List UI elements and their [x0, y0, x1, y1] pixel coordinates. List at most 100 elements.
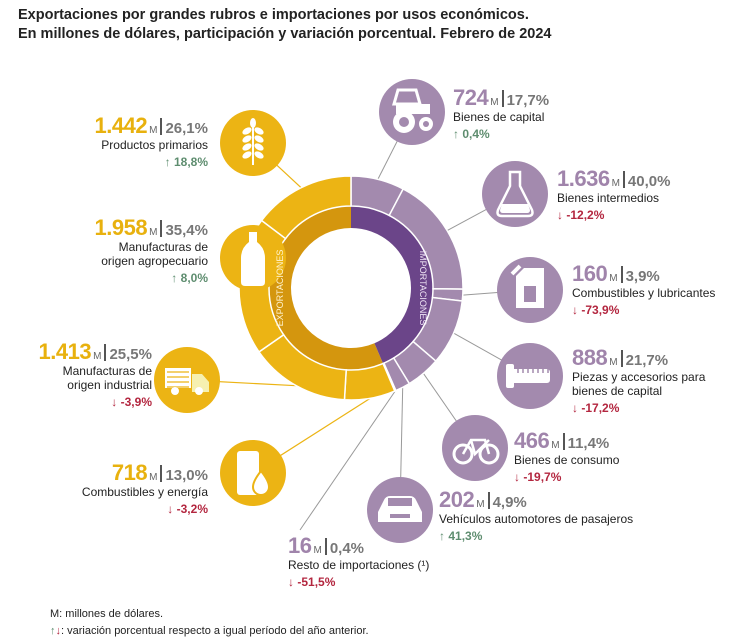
- separator: [487, 492, 490, 509]
- export-bubble: [220, 110, 286, 176]
- arrow-down-icon: ↓: [514, 470, 524, 484]
- arrow-up-icon: ↑: [164, 155, 174, 169]
- arrow-down-icon: ↓: [572, 303, 582, 317]
- change-row: ↑ 8,0%: [95, 271, 208, 285]
- value: 16: [288, 533, 312, 558]
- value-row: 888 M 21,7%: [572, 347, 705, 370]
- unit-label: M: [611, 178, 620, 189]
- change-row: ↓ -17,2%: [572, 401, 705, 415]
- change-percent: -51,5%: [297, 575, 336, 589]
- category-name: Vehículos automotores de pasajeros: [439, 512, 634, 526]
- share-percent: 26,1%: [165, 120, 208, 137]
- category-name: Manufacturas de origen industrial: [62, 364, 152, 392]
- exports-ring-label: EXPORTACIONES: [275, 250, 285, 327]
- unit-label: M: [490, 97, 499, 108]
- value-row: 1.413 M 25,5%: [39, 341, 152, 364]
- exports-inner-ring: [268, 206, 384, 370]
- title-line-1: Exportaciones por grandes rubros e impor…: [18, 7, 529, 23]
- value: 1.636: [557, 166, 610, 191]
- arrow-down-icon: ↓: [557, 208, 567, 222]
- separator: [620, 350, 623, 367]
- change-percent: 0,4%: [462, 127, 490, 141]
- tractor-icon: [392, 88, 433, 133]
- import-bubble: [442, 415, 508, 481]
- change-row: ↑ 18,8%: [95, 155, 208, 169]
- separator: [160, 465, 163, 482]
- import-bubble: [367, 477, 433, 543]
- change-percent: 18,8%: [173, 155, 208, 169]
- category-name: Bienes de capital: [453, 110, 545, 124]
- import-category-label: 16 M 0,4% Resto de importaciones (¹) ↓ -51,5…: [288, 535, 430, 590]
- imports-ring-label: IMPORTACIONES: [418, 251, 428, 326]
- arrow-up-icon: ↑: [50, 625, 56, 637]
- flask-icon: [496, 170, 534, 218]
- value-row: 1.442 M 26,1%: [95, 115, 208, 138]
- arrow-down-icon: ↓: [288, 575, 298, 589]
- separator: [160, 118, 163, 135]
- value: 1.958: [94, 215, 148, 240]
- category-name: Bienes intermedios: [557, 191, 660, 205]
- share-percent: 0,4%: [329, 540, 365, 557]
- share-percent: 35,4%: [165, 222, 208, 239]
- value: 1.442: [94, 113, 148, 138]
- fuel-barrel-icon: [237, 451, 271, 496]
- value: 718: [111, 460, 148, 485]
- change-percent: -73,9%: [581, 303, 620, 317]
- import-bubble: [482, 161, 548, 227]
- truck-icon: [165, 368, 209, 395]
- change-row: ↑ 0,4%: [453, 127, 549, 141]
- unit-label: M: [313, 545, 322, 556]
- import-category-label: 724 M 17,7% Bienes de capital ↑ 0,4%: [453, 87, 549, 142]
- separator: [324, 538, 327, 555]
- share-percent: 11,4%: [567, 435, 610, 452]
- category-name: Resto de importaciones (¹): [288, 558, 430, 572]
- share-percent: 4,9%: [492, 494, 527, 511]
- unit-label: M: [149, 125, 158, 136]
- change-percent: -12,2%: [566, 208, 605, 222]
- unit-label: M: [551, 440, 560, 451]
- export-bubble: [220, 440, 286, 506]
- separator: [501, 90, 504, 107]
- arrow-down-icon: ↓: [167, 502, 177, 516]
- footer-unit-note: M: millones de dólares.: [50, 608, 164, 620]
- value-row: 1.636 M 40,0%: [557, 168, 671, 191]
- category-name: Combustibles y lubricantes: [572, 286, 716, 300]
- import-category-label: 466 M 11,4% Bienes de consumo ↓ -19,7%: [514, 430, 620, 485]
- value: 466: [514, 428, 550, 453]
- value-row: 724 M 17,7%: [453, 87, 549, 110]
- import-category-label: 1.636 M 40,0% Bienes intermedios ↓ -12,2%: [557, 168, 671, 223]
- bottle-icon: [241, 232, 265, 286]
- chart-title: Exportaciones por grandes rubros e impor…: [18, 6, 551, 44]
- footer-arrow-text: : variación porcentual respecto a igual …: [61, 625, 369, 637]
- share-percent: 40,0%: [627, 173, 671, 190]
- import-category-label: 202 M 4,9% Vehículos automotores de pasajer…: [439, 489, 634, 544]
- value-row: 16 M 0,4%: [288, 535, 429, 558]
- category-name: Bienes de consumo: [514, 453, 620, 467]
- import-bubble: [497, 343, 563, 409]
- car-icon: [378, 496, 422, 522]
- import-category-label: 888 M 21,7% Piezas y accesorios para bienes …: [572, 347, 705, 416]
- title-line-2: En millones de dólares, participación y …: [18, 26, 552, 42]
- value-row: 1.958 M 35,4%: [95, 217, 208, 240]
- separator: [620, 266, 623, 283]
- share-percent: 13,0%: [165, 467, 208, 484]
- change-percent: -3,2%: [176, 502, 208, 516]
- change-row: ↓ -12,2%: [557, 208, 670, 222]
- change-row: ↓ -3,2%: [82, 502, 208, 516]
- unit-label: M: [93, 351, 102, 362]
- value-row: 466 M 11,4%: [514, 430, 619, 453]
- footer-arrow-note: ↑↓: variación porcentual respecto a igua…: [50, 625, 369, 637]
- arrow-down-icon: ↓: [55, 625, 62, 637]
- change-percent: -17,2%: [581, 401, 620, 415]
- category-name: Combustibles y energía: [81, 485, 208, 499]
- value-row: 160 M 3,9%: [572, 263, 715, 286]
- unit-label: M: [609, 273, 618, 284]
- imports-inner-ring: [351, 206, 433, 364]
- jerrycan-icon: [510, 264, 544, 308]
- value: 202: [439, 487, 475, 512]
- export-category-label: 1.958 M 35,4% Manufacturas de origen agropec…: [95, 217, 208, 286]
- arrow-up-icon: ↑: [453, 127, 463, 141]
- change-row: ↓ -51,5%: [288, 575, 429, 589]
- value: 160: [572, 261, 608, 286]
- value: 1.413: [38, 339, 92, 364]
